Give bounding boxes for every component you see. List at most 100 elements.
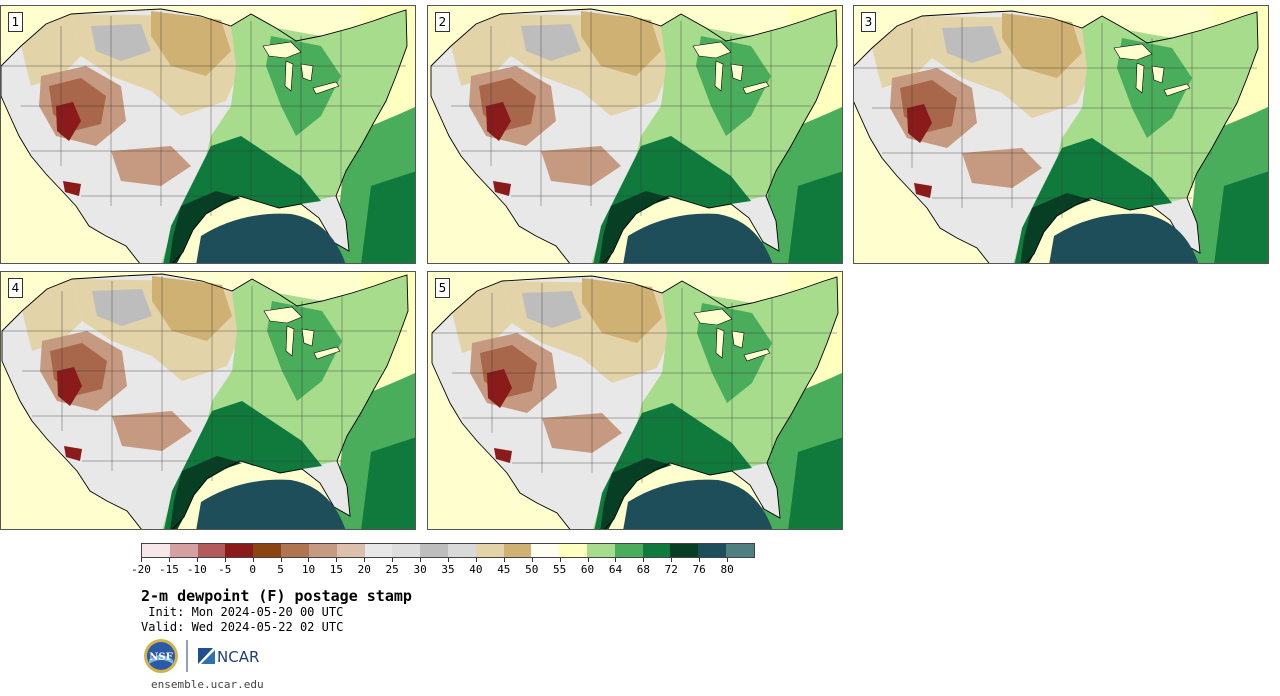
colorbar-swatch	[475, 544, 504, 557]
atlantic-moist-dark	[788, 171, 842, 263]
colorbar-tick-label: 68	[636, 563, 650, 576]
colorbar-tick-label: -10	[186, 563, 207, 576]
colorbar-tickmark	[224, 558, 226, 562]
southwest-dry	[962, 148, 1042, 188]
colorbar-tick-label: -5	[218, 563, 232, 576]
colorbar-swatch	[420, 544, 448, 557]
panel-label: 2	[435, 12, 450, 32]
coastline	[430, 8, 838, 263]
colorbar-tick-label: 10	[301, 563, 316, 576]
colorbar-tickmark	[699, 558, 701, 562]
gulf-of-mexico	[1049, 213, 1199, 263]
atlantic-moist-dark	[361, 171, 415, 263]
lake-huron	[301, 328, 315, 347]
gulf-moist	[594, 403, 752, 529]
lake-michigan	[285, 325, 295, 357]
colorbar-tick-label: 72	[664, 563, 678, 576]
lake-huron	[731, 330, 745, 349]
colorbar-tick-label: -20	[131, 563, 151, 576]
gulf-moist	[163, 136, 321, 263]
southwest-dry	[542, 413, 622, 453]
texas-moist	[599, 191, 671, 263]
dewpoint-map-1	[1, 6, 415, 263]
colorbar-swatch	[503, 544, 532, 557]
colorbar-tickmark	[168, 558, 170, 562]
colorbar-tickmark	[420, 558, 422, 562]
colorbar-swatch	[392, 544, 421, 557]
colorbar-tickmark	[308, 558, 310, 562]
dewpoint-map-2	[428, 6, 842, 263]
colorbar-swatch	[336, 544, 365, 557]
desert-dry	[494, 448, 512, 463]
great-basin-driest	[907, 104, 932, 143]
colorbar-swatch	[447, 544, 476, 557]
gulf-of-mexico	[623, 479, 773, 529]
great-lakes-green	[267, 301, 342, 401]
colorbar-tickmark	[252, 558, 254, 562]
ncar-logo-text: NCAR	[217, 648, 259, 666]
nsf-logo: NSF	[144, 639, 178, 673]
colorbar-swatch	[642, 544, 671, 557]
lake-superior	[692, 41, 732, 59]
colorbar-swatch	[281, 544, 309, 557]
great-basin-driest	[56, 102, 81, 141]
texas-moist	[169, 191, 241, 263]
nsf-logo-text: NSF	[149, 652, 172, 663]
colorbar-tick-label: 30	[413, 563, 427, 576]
land-field	[431, 275, 839, 529]
northern-gray	[521, 24, 581, 61]
colorbar-tick-label: 40	[469, 563, 483, 576]
land-field	[854, 10, 1259, 263]
northwest-tan	[21, 14, 81, 86]
colorbar-tickmark	[392, 558, 394, 562]
great-lakes-green	[1117, 38, 1192, 138]
colorbar-tickmark	[475, 558, 477, 562]
lake-erie	[312, 81, 340, 95]
northern-gray	[522, 291, 582, 328]
great-lakes-green	[266, 36, 341, 136]
panel-label: 3	[861, 12, 876, 32]
desert-dry	[914, 183, 932, 198]
map-panel-4: 4	[0, 271, 416, 530]
lake-huron	[300, 63, 314, 82]
land-field	[1, 8, 408, 263]
colorbar-tick-label: 0	[249, 563, 256, 576]
ncar-logo: NCAR	[198, 648, 259, 666]
coastline	[1, 8, 408, 263]
colorbar-tickmark	[531, 558, 533, 562]
northwest-tan	[872, 16, 932, 88]
great-lakes-green	[696, 36, 771, 136]
gulf-moist	[164, 401, 322, 529]
valid-time: Valid: Wed 2024-05-22 02 UTC	[141, 620, 344, 634]
colorbar-tickmark	[336, 558, 338, 562]
colorbar-swatch	[559, 544, 587, 557]
lake-superior	[693, 308, 733, 326]
colorbar-tick-label: 35	[441, 563, 455, 576]
colorbar-tickmark	[364, 558, 366, 562]
colorbar-tick-label: -15	[158, 563, 179, 576]
colorbar-tickmark	[615, 558, 617, 562]
lake-erie	[1163, 83, 1191, 97]
colorbar-tickmark	[448, 558, 449, 562]
colorbar-tickmark	[280, 558, 282, 562]
colorbar-tickmark	[671, 558, 673, 562]
map-panel-1: 1	[0, 5, 416, 264]
gulf-of-mexico	[196, 479, 346, 529]
colorbar-swatch	[169, 544, 198, 557]
panel-label: 1	[8, 12, 23, 32]
coastline	[431, 275, 839, 529]
colorbar-tickmark	[643, 558, 645, 562]
desert-dry	[63, 181, 81, 196]
colorbar-swatch	[225, 544, 254, 557]
colorbar-swatch	[698, 544, 727, 557]
texas-moist	[170, 456, 242, 529]
colorbar-tickmark	[559, 558, 561, 562]
panel-label: 4	[8, 278, 23, 298]
southwest-dry	[541, 146, 621, 186]
texas-moist	[1020, 193, 1092, 263]
map-panel-2: 2	[427, 5, 843, 264]
colorbar-ticks: -20 -15 -10 -5 0 5 10 15 20 25 30 35 40 45 50 55 60 64 68 7…	[131, 558, 755, 576]
colorbar-swatch	[253, 544, 282, 557]
dewpoint-map-5	[428, 272, 842, 529]
colorbar-swatch	[364, 544, 393, 557]
